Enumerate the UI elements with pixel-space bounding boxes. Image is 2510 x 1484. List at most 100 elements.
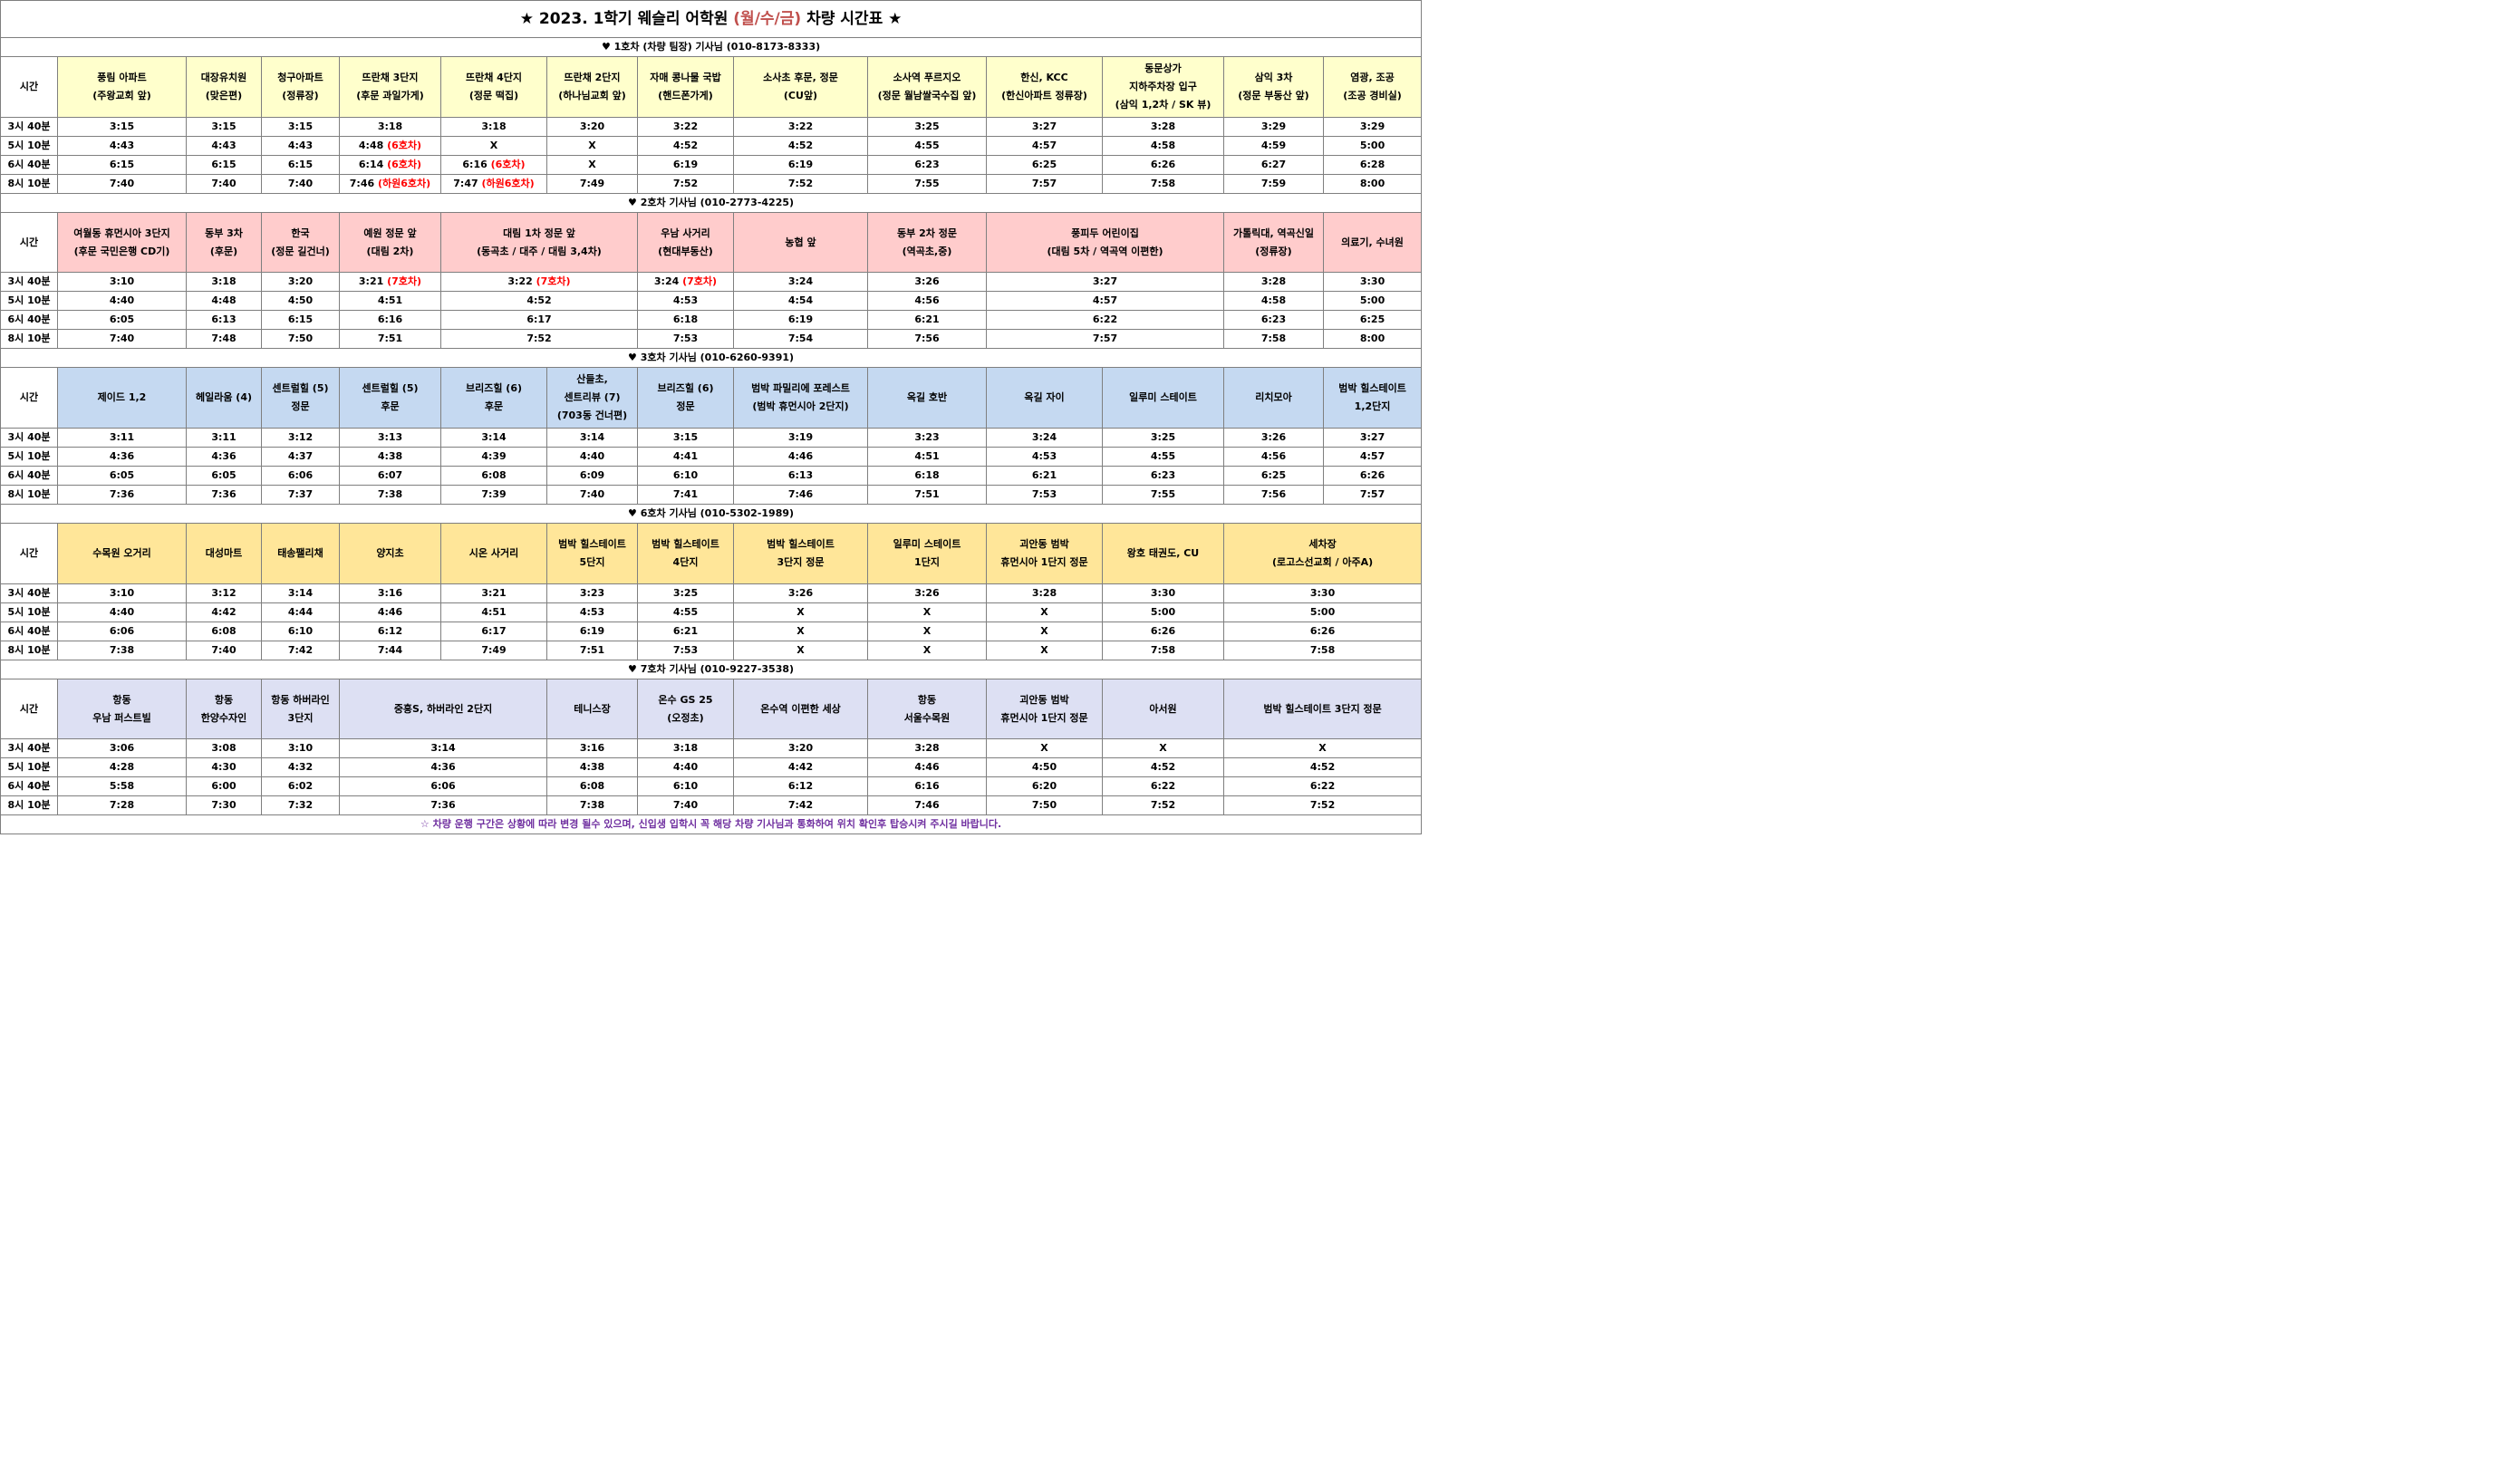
time-slot-label: 3시 40분 xyxy=(0,738,58,758)
time-value: 7:30 xyxy=(211,799,237,811)
time-value: 7:48 xyxy=(211,332,237,344)
time-value: 7:54 xyxy=(787,332,814,344)
title-suffix: 차량 시간표 ★ xyxy=(801,10,903,28)
stop-name: 양지초 xyxy=(339,523,441,584)
departure-time: 6:26 xyxy=(1102,622,1224,641)
stop-line: 범박 힐스테이트 3단지 정문 xyxy=(1263,702,1382,715)
departure-time: 7:39 xyxy=(440,485,547,505)
departure-time: 3:14 xyxy=(261,583,340,603)
departure-time: X xyxy=(986,641,1103,660)
stop-line: 브리즈힐 (6) xyxy=(657,382,714,394)
departure-time: 7:54 xyxy=(733,329,868,349)
departure-time: 3:19 xyxy=(733,428,868,448)
time-value: 6:18 xyxy=(914,469,940,481)
departure-time: 4:50 xyxy=(261,291,340,311)
departure-time: 4:30 xyxy=(186,757,262,777)
stop-line: 대림 1차 정문 앞 xyxy=(503,226,575,239)
time-value: 6:22 xyxy=(1092,313,1118,325)
time-value: 7:40 xyxy=(287,178,314,189)
stop-line: 일루미 스테이트 xyxy=(893,538,961,550)
time-header: 시간 xyxy=(0,523,58,584)
time-value: 4:58 xyxy=(1260,294,1287,306)
stop-name: 항동 한양수자인 xyxy=(186,679,262,739)
time-value: 6:15 xyxy=(287,159,314,170)
departure-time: 7:32 xyxy=(261,795,340,815)
departure-time: 4:40 xyxy=(57,602,187,622)
time-slot-label: 5시 10분 xyxy=(0,757,58,777)
time-value: 4:43 xyxy=(109,140,135,151)
departure-time: 4:46 xyxy=(733,447,868,467)
stop-line: (CU앞) xyxy=(783,90,818,101)
departure-time: 7:53 xyxy=(637,329,734,349)
time-value: 4:36 xyxy=(211,450,237,462)
stop-name: 동부 2차 정문 (역곡초,중) xyxy=(867,212,987,273)
stop-line: 후문 xyxy=(484,400,504,412)
departure-time: 3:24 (7호차) xyxy=(637,272,734,292)
stop-line: 동부 2차 정문 xyxy=(897,226,957,239)
time-value: 4:43 xyxy=(287,140,314,151)
time-value: 6:19 xyxy=(579,625,605,637)
departure-time: 7:58 xyxy=(1222,641,1423,660)
time-value: 6:07 xyxy=(377,469,403,481)
time-value: 7:40 xyxy=(672,799,699,811)
stop-line: 후문 xyxy=(381,400,400,412)
stop-line: 삼익 3차 xyxy=(1254,72,1293,83)
departure-time: 3:27 xyxy=(1322,428,1423,448)
time-value: 4:55 xyxy=(914,140,940,151)
time-value: 6:16 xyxy=(914,780,940,792)
stop-name: 온수역 이편한 세상 xyxy=(733,679,868,739)
departure-time: 6:26 xyxy=(1222,622,1423,641)
time-value: 6:05 xyxy=(211,469,237,481)
departure-time: 3:24 xyxy=(986,428,1103,448)
departure-time: 3:20 xyxy=(733,738,868,758)
departure-time: 6:09 xyxy=(546,466,638,486)
departure-time: 3:30 xyxy=(1102,583,1224,603)
departure-time: 7:57 xyxy=(986,329,1224,349)
time-value: 7:38 xyxy=(377,488,403,500)
departure-time: 4:55 xyxy=(637,602,734,622)
time-value: X xyxy=(1040,742,1048,754)
departure-time: 3:21 (7호차) xyxy=(339,272,441,292)
stop-name: 온수 GS 25 (오정초) xyxy=(637,679,734,739)
time-row: 5시 10분 4:40 4:42 4:44 4:46 4:51 4:53 4:55 X X X 5:0… xyxy=(0,602,1423,622)
stop-name: 예원 정문 앞 (대림 2차) xyxy=(339,212,441,273)
stop-line: 범박 파밀리에 포레스트 xyxy=(751,382,850,394)
time-value: 6:06 xyxy=(430,780,456,792)
departure-time: 7:55 xyxy=(1102,485,1224,505)
departure-time: 4:37 xyxy=(261,447,340,467)
departure-time: 7:40 xyxy=(57,174,187,194)
departure-time: 7:46 xyxy=(867,795,987,815)
departure-time: 6:00 xyxy=(186,776,262,796)
departure-time: X xyxy=(733,641,868,660)
stop-name: 범박 힐스테이트 1,2단지 xyxy=(1322,367,1423,429)
time-value: 7:46 xyxy=(349,178,375,189)
stop-name: 소사역 푸르지오 (정문 월남쌀국수집 앞) xyxy=(867,56,987,118)
time-value: 7:46 xyxy=(787,488,814,500)
time-value: 3:06 xyxy=(109,742,135,754)
stop-line: 시온 사거리 xyxy=(468,547,519,559)
bus-header: ♥ 6호차 기사님 (010-5302-1989) xyxy=(0,504,1423,524)
time-value: 8:00 xyxy=(1359,332,1385,344)
time-value: X xyxy=(1040,606,1048,618)
time-value: 3:16 xyxy=(377,587,403,599)
departure-time: 3:26 xyxy=(867,272,987,292)
time-value: 6:22 xyxy=(1309,780,1336,792)
stop-line: 지하주차장 입구 xyxy=(1129,81,1197,92)
departure-time: 3:12 xyxy=(186,583,262,603)
departure-time: 4:56 xyxy=(867,291,987,311)
time-value: 4:57 xyxy=(1092,294,1118,306)
departure-time: 7:40 xyxy=(637,795,734,815)
departure-time: 6:08 xyxy=(186,622,262,641)
time-value: 7:51 xyxy=(377,332,403,344)
stop-line: 휴먼시아 1단지 정문 xyxy=(1000,711,1088,724)
stop-name: 풍림 아파트 (주왕교회 앞) xyxy=(57,56,187,118)
departure-time: X xyxy=(986,738,1103,758)
time-value: 4:28 xyxy=(109,761,135,773)
stop-line: 1,2단지 xyxy=(1354,400,1391,412)
time-slot-label: 3시 40분 xyxy=(0,428,58,448)
departure-time: 6:26 xyxy=(1322,466,1423,486)
stop-line: 제이드 1,2 xyxy=(97,391,147,403)
stop-line: 한양수자인 xyxy=(200,711,247,724)
departure-time: 4:55 xyxy=(867,136,987,156)
departure-time: 3:21 xyxy=(440,583,547,603)
